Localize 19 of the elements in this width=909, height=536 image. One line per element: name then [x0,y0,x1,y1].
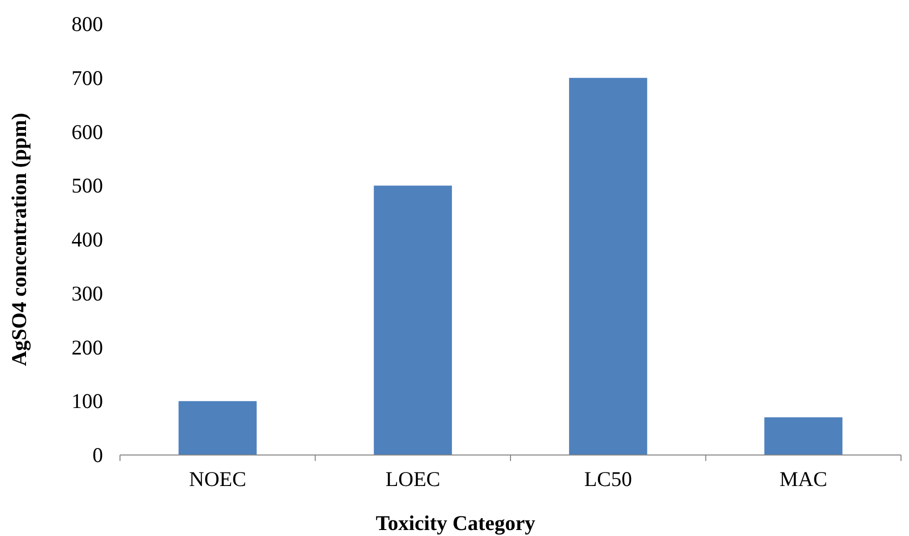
bar [178,401,257,455]
y-tick-label: 300 [72,281,103,306]
y-tick-label: 500 [72,174,103,198]
y-tick-label: 400 [72,228,103,252]
y-axis-title: AgSO4 concentration (ppm) [7,112,31,366]
y-tick-label: 700 [72,66,103,90]
x-tick-label: MAC [779,467,828,491]
x-axis-title: Toxicity Category [376,511,536,535]
bar [374,186,452,455]
y-tick-label: 0 [92,443,103,467]
y-tick-label: 600 [72,120,103,144]
x-tick-label: LOEC [385,467,440,491]
x-tick-label: NOEC [189,467,246,491]
y-tick-label: 100 [72,389,103,414]
y-tick-label: 800 [72,12,103,36]
bar [569,78,648,455]
bar [764,417,842,455]
y-tick-label: 200 [72,335,103,360]
x-tick-label: LC50 [584,467,632,491]
